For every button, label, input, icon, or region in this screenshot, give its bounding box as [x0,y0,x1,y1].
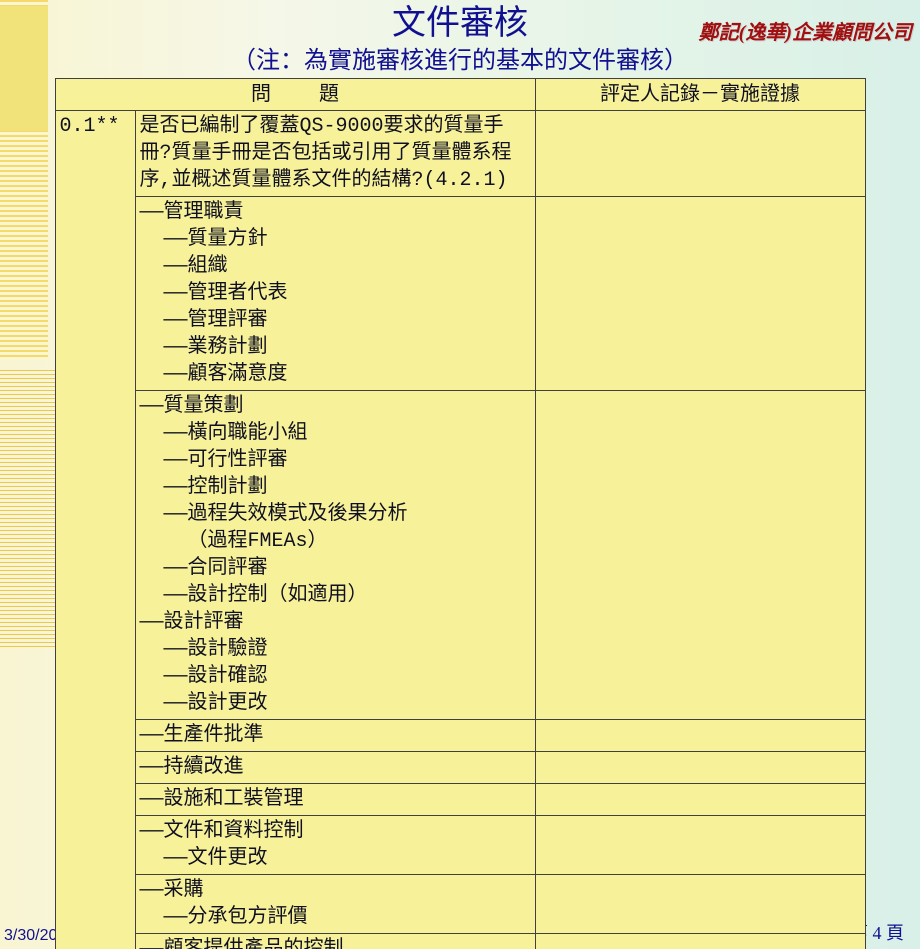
page-header: 文件審核 鄭記(逸華)企業顧問公司 （注：為實施審核進行的基本的文件審核） [0,4,920,78]
outline-item: ——過程失效模式及後果分析 [140,501,531,528]
col-header-evidence: 評定人記錄－實施證據 [535,79,865,111]
evidence-cell [535,720,865,752]
question-cell: ——設施和工裝管理 [135,784,535,816]
question-id-cell: 0.1** [55,111,135,949]
company-name: 鄭記(逸華)企業顧問公司 [699,16,912,45]
table-row: 0.1**是否已編制了覆蓋QS-9000要求的質量手冊?質量手冊是否包括或引用了… [55,111,865,197]
question-cell: ——采購——分承包方評價 [135,875,535,934]
outline-item: ——管理評審 [140,307,531,334]
question-cell: ——管理職責——質量方針——組織——管理者代表——管理評審——業務計劃——顧客滿… [135,197,535,391]
outline-item: ——合同評審 [140,555,531,582]
table-row: ——持續改進 [55,752,865,784]
evidence-cell [535,875,865,934]
question-cell: ——持續改進 [135,752,535,784]
outline-item: ——質量方針 [140,226,531,253]
outline-item: ——管理者代表 [140,280,531,307]
evidence-cell [535,784,865,816]
outline-item: ——業務計劃 [140,334,531,361]
table-row: ——管理職責——質量方針——組織——管理者代表——管理評審——業務計劃——顧客滿… [55,197,865,391]
evidence-cell [535,197,865,391]
table-header-row: 問 題 評定人記錄－實施證據 [55,79,865,111]
outline-item: ——設計更改 [140,690,531,717]
question-cell: ——顧客提供產品的控制 [135,934,535,949]
table-row: ——生產件批準 [55,720,865,752]
page-content: 文件審核 鄭記(逸華)企業顧問公司 （注：為實施審核進行的基本的文件審核） 問 … [0,0,920,949]
table-row: ——設施和工裝管理 [55,784,865,816]
outline-item: ——可行性評審 [140,447,531,474]
outline-item: ——顧客提供產品的控制 [140,936,531,949]
outline-item: ——組織 [140,253,531,280]
outline-item: ——文件和資料控制 [140,818,531,845]
question-cell: ——質量策劃——橫向職能小組——可行性評審——控制計劃——過程失效模式及後果分析… [135,391,535,720]
outline-item: ——持續改進 [140,754,531,781]
page-subtitle: （注：為實施審核進行的基本的文件審核） [0,45,920,79]
outline-item: （過程FMEAs） [140,528,531,555]
outline-item: ——分承包方評價 [140,904,531,931]
outline-item: ——設計驗證 [140,636,531,663]
col-header-question: 問 題 [55,79,535,111]
evidence-cell [535,934,865,949]
question-cell: ——文件和資料控制——文件更改 [135,816,535,875]
evidence-cell [535,391,865,720]
outline-item: ——橫向職能小組 [140,420,531,447]
table-row: ——文件和資料控制——文件更改 [55,816,865,875]
outline-item: ——控制計劃 [140,474,531,501]
evidence-cell [535,111,865,197]
outline-item: ——設計控制（如適用） [140,582,531,609]
outline-item: ——顧客滿意度 [140,361,531,388]
table-row: ——質量策劃——橫向職能小組——可行性評審——控制計劃——過程失效模式及後果分析… [55,391,865,720]
table-row: ——顧客提供產品的控制 [55,934,865,949]
outline-item: ——質量策劃 [140,393,531,420]
outline-item: ——文件更改 [140,845,531,872]
outline-item: ——管理職責 [140,199,531,226]
outline-item: ——設計確認 [140,663,531,690]
audit-table: 問 題 評定人記錄－實施證據 0.1**是否已編制了覆蓋QS-9000要求的質量… [55,78,866,949]
evidence-cell [535,816,865,875]
question-cell: ——生產件批準 [135,720,535,752]
outline-item: ——采購 [140,877,531,904]
table-row: ——采購——分承包方評價 [55,875,865,934]
outline-item: ——設計評審 [140,609,531,636]
evidence-cell [535,752,865,784]
outline-item: ——生產件批準 [140,722,531,749]
question-cell: 是否已編制了覆蓋QS-9000要求的質量手冊?質量手冊是否包括或引用了質量體系程… [135,111,535,197]
outline-item: ——設施和工裝管理 [140,786,531,813]
